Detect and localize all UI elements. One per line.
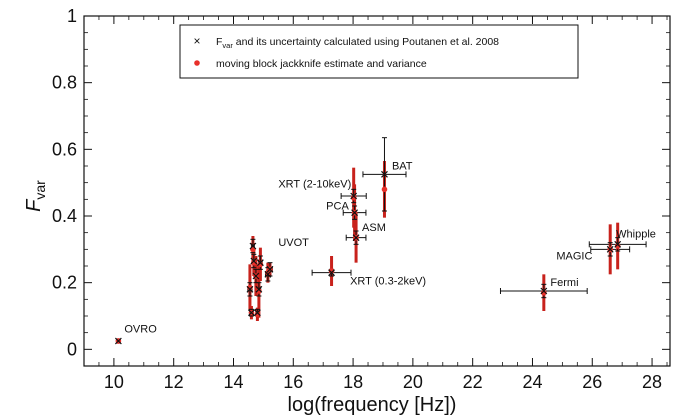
x-marker-stroke	[249, 242, 257, 250]
y-tick-label: 0	[67, 339, 77, 359]
poutanen-point	[328, 269, 335, 277]
x-tick-label: 12	[164, 372, 184, 392]
annotation-uvot: UVOT	[278, 237, 309, 249]
x-tick-label: 26	[582, 372, 602, 392]
jackknife-point	[541, 289, 547, 296]
x-marker-stroke	[255, 285, 263, 293]
axis-tick-labels: 10 12 14 16 18 20 22 24 26 28 0 0.2 0.4 0.6 0.8 1	[52, 6, 662, 392]
poutanen-point	[540, 287, 548, 295]
x-marker-stroke	[614, 240, 622, 248]
annotation-pca: PCA	[326, 200, 349, 212]
poutanen-point	[351, 209, 359, 217]
poutanen-point	[266, 265, 274, 273]
x-tick-label: 14	[223, 372, 243, 392]
jackknife-point	[614, 243, 621, 249]
annotation-asm: ASM	[362, 222, 386, 234]
jackknife-point	[251, 259, 257, 266]
x-marker-stroke	[250, 257, 258, 265]
annotation-ovro: OVRO	[124, 324, 157, 336]
x-marker-stroke	[114, 337, 122, 345]
annotation-xrt-2-10kev: XRT (2-10keV)	[278, 179, 351, 191]
legend-label-jackknife: moving block jackknife estimate and vari…	[216, 58, 427, 70]
poutanen-point	[253, 309, 261, 317]
x-tick-label: 20	[403, 372, 423, 392]
error-bars	[115, 137, 647, 344]
legend-label-poutanen: Fvar and its uncertainty calculated usin…	[216, 36, 499, 50]
x-tick-label: 28	[642, 372, 662, 392]
poutanen-point	[606, 245, 614, 253]
poutanen-point	[381, 170, 388, 178]
y-tick-label: 0.2	[52, 273, 77, 293]
poutanen-point	[114, 337, 122, 345]
x-marker-stroke	[264, 270, 272, 278]
x-marker-stroke	[328, 269, 335, 277]
poutanen-point	[255, 285, 263, 293]
poutanen-point	[249, 242, 257, 250]
annotation-whipple: Whipple	[616, 229, 656, 241]
poutanen-point	[352, 234, 360, 242]
legend: × Fvar and its uncertainty calculated us…	[179, 24, 579, 79]
x-marker-stroke	[248, 309, 255, 317]
axis-ticks	[83, 15, 670, 367]
annotation-bat: BAT	[392, 160, 413, 172]
jackknife-point	[257, 261, 264, 268]
legend-x-marker-icon: ×	[193, 34, 200, 48]
y-tick-label: 1	[67, 6, 77, 26]
x-marker-stroke	[256, 259, 264, 267]
poutanen-point	[252, 272, 260, 280]
poutanen-point	[246, 285, 254, 293]
legend-red-dot-icon	[194, 60, 200, 66]
plot-frame	[83, 15, 671, 367]
source-annotations: OVRO UVOT XRT (0.3-2keV) XRT (2-10keV) PCA AS…	[124, 160, 656, 335]
poutanen-point	[250, 257, 258, 265]
annotation-xrt-0-3-2kev: XRT (0.3-2keV)	[350, 275, 426, 287]
jackknife-point	[381, 186, 388, 193]
x-tick-label: 24	[522, 372, 542, 392]
x-marker-stroke	[246, 285, 254, 293]
jackknife-point	[328, 268, 335, 274]
annotation-magic: MAGIC	[556, 250, 592, 262]
x-tick-label: 22	[463, 372, 483, 392]
svg-text:Fvar: Fvar	[23, 180, 48, 212]
data-markers	[114, 170, 622, 345]
poutanen-point	[350, 192, 358, 200]
x-marker-stroke	[253, 309, 261, 317]
x-axis-title: log(frequency [Hz])	[288, 394, 457, 416]
y-tick-label: 0.6	[52, 139, 77, 159]
jackknife-point	[254, 311, 261, 318]
y-tick-label: 0.4	[52, 206, 77, 226]
x-marker-stroke	[606, 245, 614, 253]
annotation-fermi: Fermi	[550, 277, 578, 289]
jackknife-point	[256, 288, 262, 294]
x-marker-stroke	[352, 234, 360, 242]
x-marker-stroke	[350, 192, 358, 200]
jackknife-point	[247, 284, 253, 291]
x-marker-stroke	[266, 265, 274, 273]
x-marker-stroke	[540, 287, 548, 295]
poutanen-point	[614, 240, 622, 248]
x-marker-stroke	[381, 170, 388, 178]
poutanen-point	[256, 259, 264, 267]
y-tick-label: 0.8	[52, 73, 77, 93]
jackknife-point	[350, 194, 357, 201]
y-axis-title: Fvar	[23, 180, 48, 212]
legend-box	[179, 24, 579, 79]
x-tick-label: 10	[104, 372, 124, 392]
x-marker-stroke	[252, 272, 260, 280]
x-tick-label: 18	[343, 372, 363, 392]
poutanen-point	[264, 270, 272, 278]
poutanen-point	[248, 309, 255, 317]
x-marker-stroke	[351, 209, 359, 217]
x-tick-label: 16	[283, 372, 303, 392]
